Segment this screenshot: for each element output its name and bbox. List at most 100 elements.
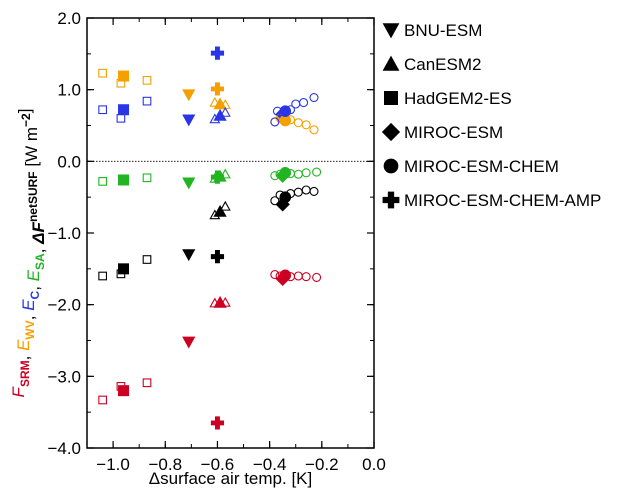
point-cross-e-wv — [210, 82, 225, 96]
y-label-part: E — [19, 299, 38, 311]
x-tick-label: −0.2 — [305, 455, 339, 474]
legend-marker-triangle-up — [382, 55, 400, 71]
y-axis-label-text: FSRM, EWV, EC, ESA, ΔFnetSURF [W m−2] — [9, 109, 48, 398]
x-axis-label: Δsurface air temp. [K] — [149, 469, 312, 488]
point-square-e-c — [118, 104, 130, 116]
point-circle-e-sa — [312, 167, 322, 177]
legend-marker-cross — [382, 191, 400, 209]
point-square-e-c — [142, 96, 152, 106]
x-tick-label: −0.8 — [148, 455, 182, 474]
point-circle-df-net-surf — [270, 196, 280, 206]
point-square-df-net-surf — [118, 263, 130, 275]
point-circle-df-net-surf — [293, 187, 303, 197]
plot-frame — [86, 17, 375, 449]
y-label-sub: SRM — [18, 360, 32, 387]
point-triangle-up-f-srm — [219, 296, 231, 307]
point-circle-f-srm — [270, 270, 280, 280]
point-circle-e-c — [285, 105, 296, 115]
y-label-sub: SA — [33, 253, 47, 270]
point-triangle-down-e-c — [182, 114, 196, 127]
y-label-part: , — [19, 311, 38, 320]
point-circle-e-c — [291, 99, 301, 109]
data-points — [98, 46, 322, 430]
point-circle-e-sa — [293, 169, 303, 179]
y-tick-label: −4.0 — [47, 439, 81, 458]
point-square-f-srm — [98, 395, 108, 405]
legend-marker-circle — [383, 158, 399, 174]
y-label-after: ] — [15, 109, 34, 114]
y-label-part: E — [14, 339, 33, 351]
legend-label: MIROC-ESM-CHEM-AMP — [404, 191, 601, 210]
point-triangle-up-df-net-surf — [219, 200, 231, 211]
x-tick-label: −0.6 — [201, 455, 235, 474]
point-square-f-srm — [116, 382, 126, 391]
y-tick-label: 1.0 — [57, 81, 81, 100]
legend-marker-triangle-down — [382, 23, 400, 39]
point-circle-df-net-surf — [285, 189, 296, 199]
point-square-e-sa — [118, 174, 130, 186]
point-square-e-wv — [142, 76, 152, 85]
y-label-sub: WV — [23, 320, 37, 339]
legend-label: MIROC-ESM-CHEM — [404, 157, 559, 176]
y-label-sup: net — [26, 204, 40, 222]
y-label-part: , — [29, 244, 48, 253]
y-label-part: , — [14, 351, 33, 360]
point-circle-f-srm — [279, 269, 292, 282]
point-diamond-df-net-surf — [275, 197, 290, 212]
plot-border — [86, 17, 375, 449]
point-circle-e-c — [270, 117, 280, 127]
point-triangle-up-e-c — [213, 108, 227, 121]
y-label-sub: SURF — [26, 171, 40, 204]
point-circle-df-net-surf — [301, 185, 311, 195]
point-circle-e-sa — [301, 168, 311, 178]
point-triangle-down-e-sa — [182, 177, 196, 190]
point-circle-f-srm — [301, 272, 311, 282]
point-circle-e-wv — [309, 125, 319, 135]
point-cross-f-srm — [210, 416, 225, 430]
legend-label: BNU-ESM — [404, 21, 482, 40]
point-circle-e-c — [279, 105, 292, 117]
y-label-sub: C — [28, 290, 42, 299]
point-square-e-c — [98, 105, 108, 115]
point-circle-e-sa — [285, 168, 296, 179]
y-axis-label: FSRM, EWV, EC, ESA, ΔFnetSURF [W m−2] — [9, 109, 48, 398]
point-triangle-up-e-sa — [213, 169, 227, 182]
x-tick-label: −0.4 — [253, 455, 287, 474]
point-square-f-srm — [142, 378, 152, 388]
point-square-e-wv — [116, 78, 126, 88]
point-circle-f-srm — [312, 272, 322, 282]
point-circle-e-wv — [301, 120, 311, 130]
point-square-e-wv — [118, 70, 130, 82]
point-circle-e-c — [309, 93, 319, 103]
point-triangle-up-e-wv — [209, 96, 221, 107]
point-square-df-net-surf — [142, 255, 152, 264]
point-triangle-up-f-srm — [213, 295, 227, 308]
x-axis-ticks: −1.0 −0.8 −0.6 −0.4 −0.2 0.0 — [86, 18, 386, 474]
legend-label: MIROC-ESM — [404, 123, 503, 142]
y-tick-label: −2.0 — [47, 296, 81, 315]
y-tick-label: −3.0 — [47, 367, 81, 386]
point-triangle-up-e-c — [219, 106, 231, 117]
legend-marker-diamond — [381, 122, 401, 142]
point-square-e-sa — [142, 173, 152, 183]
point-circle-e-wv — [293, 118, 303, 128]
x-tick-label: −1.0 — [96, 455, 130, 474]
y-tick-label: 0.0 — [57, 152, 81, 171]
point-cross-e-c — [210, 46, 225, 60]
y-label-part: F — [9, 385, 28, 397]
point-circle-df-net-surf — [279, 191, 292, 203]
point-square-df-net-surf — [116, 269, 126, 279]
point-square-e-wv — [98, 68, 108, 78]
point-square-df-net-surf — [98, 271, 108, 281]
y-tick-label: −1.0 — [47, 224, 81, 243]
point-square-e-c — [116, 113, 126, 123]
y-label-part: , — [24, 281, 43, 290]
point-circle-f-srm — [293, 271, 303, 281]
point-triangle-up-df-net-surf — [213, 204, 227, 217]
point-circle-e-wv — [285, 115, 296, 125]
legend: BNU-ESM CanESM2 HadGEM2-ES MIROC-ESM MIROC-E… — [381, 21, 601, 210]
x-tick-label: 0.0 — [362, 455, 386, 474]
point-triangle-up-e-wv — [213, 97, 227, 110]
point-triangle-up-e-sa — [219, 168, 231, 179]
